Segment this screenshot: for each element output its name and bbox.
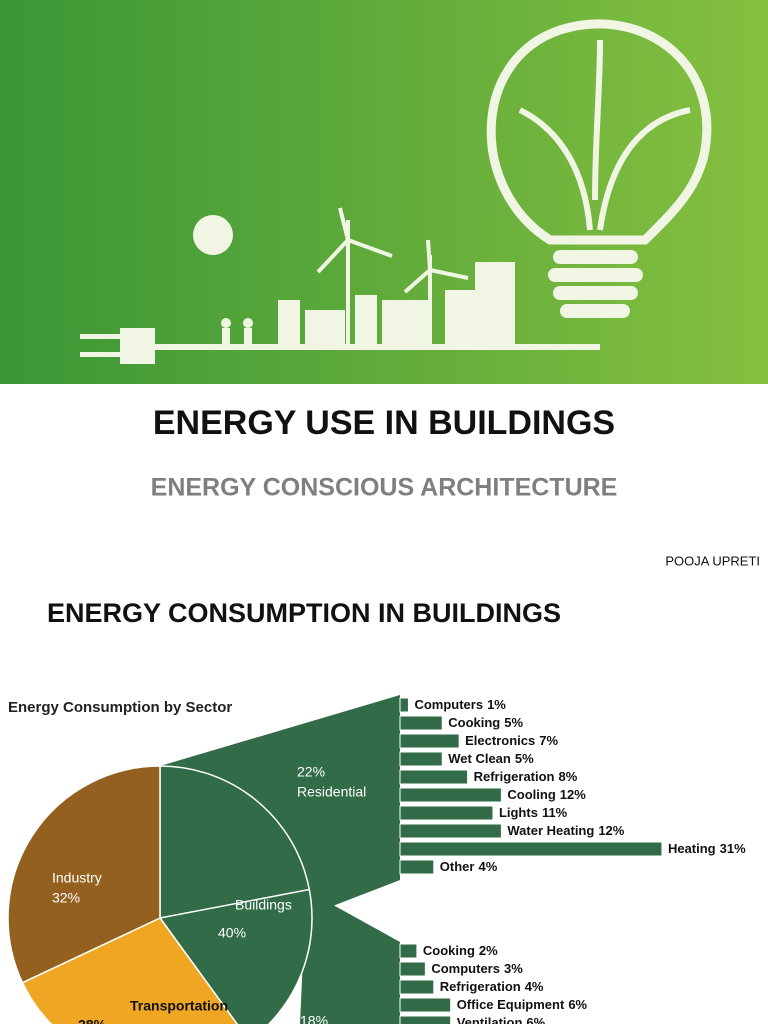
bar-category: Office Equipment [457, 997, 565, 1012]
bar [399, 715, 443, 731]
bar-label: Refrigeration 8% [474, 769, 578, 784]
slice-name: Transportation [130, 998, 228, 1014]
bar [399, 943, 418, 959]
pie-slice [7, 765, 161, 984]
bar-label: Heating 31% [668, 841, 746, 856]
sector-value: 18% [300, 1013, 328, 1024]
bar-category: Ventilation [457, 1015, 523, 1024]
bar-category: Wet Clean [448, 751, 511, 766]
bar-label: Office Equipment 6% [457, 997, 588, 1012]
section-heading: ENERGY CONSUMPTION IN BUILDINGS [47, 598, 561, 628]
bar-value: 12% [598, 823, 624, 838]
bar-value: 11% [542, 805, 568, 820]
bar-label: Refrigeration 4% [440, 979, 544, 994]
bar-value: 5% [504, 715, 523, 730]
bar-label: Ventilation 6% [457, 1015, 546, 1024]
bar-category: Lights [499, 805, 538, 820]
doc-subtitle: ENERGY CONSCIOUS ARCHITECTURE [151, 474, 618, 502]
bar-category: Computers [431, 961, 500, 976]
bar-value: 3% [504, 961, 523, 976]
author: POOJA UPRETI [665, 553, 760, 568]
bar-category: Cooking [423, 943, 475, 958]
bar-category: Refrigeration [474, 769, 555, 784]
slice-value: 28% [78, 1017, 107, 1024]
bar [399, 841, 663, 857]
bar-label: Wet Clean 5% [448, 751, 534, 766]
chart-title: Energy Consumption by Sector [8, 699, 232, 716]
bar-value: 4% [478, 859, 497, 874]
bar-label: Water Heating 12% [507, 823, 624, 838]
bar-label: Cooking 5% [448, 715, 523, 730]
pie-slice [159, 765, 313, 1024]
bar-value: 31% [720, 841, 746, 856]
bar-label: Cooking 2% [423, 943, 498, 958]
bar [399, 787, 502, 803]
bar-value: 8% [559, 769, 578, 784]
bar [399, 997, 452, 1013]
bar-value: 7% [539, 733, 558, 748]
pie-slice [21, 917, 238, 1024]
bar-category: Cooking [448, 715, 500, 730]
bar [399, 979, 435, 995]
slice-name: Buildings [235, 897, 292, 913]
bar [399, 751, 443, 767]
bar [399, 733, 460, 749]
slice-value: 32% [52, 890, 80, 906]
bar-label: Electronics 7% [465, 733, 558, 748]
banner [0, 0, 768, 384]
chart: Buildings 40% Transportation 28% Industry 32%… [7, 697, 746, 1024]
slice-value: 40% [218, 925, 246, 941]
bar [399, 859, 435, 875]
sector-divider [159, 888, 310, 919]
fan [160, 695, 400, 1024]
bar [399, 1015, 452, 1024]
bar-value: 6% [526, 1015, 545, 1024]
bar-category: Water Heating [507, 823, 594, 838]
bar [399, 805, 494, 821]
bar-category: Refrigeration [440, 979, 521, 994]
bar-category: Electronics [465, 733, 535, 748]
bar-value: 1% [487, 697, 506, 712]
bar-category: Cooling [507, 787, 555, 802]
bar-category: Heating [668, 841, 716, 856]
bar-category: Other [440, 859, 475, 874]
bar [399, 769, 469, 785]
bar-label: Lights 11% [499, 805, 568, 820]
bar-value: 2% [479, 943, 498, 958]
bar [399, 823, 502, 839]
bar-value: 4% [525, 979, 544, 994]
bar-value: 5% [515, 751, 534, 766]
bar-value: 12% [560, 787, 586, 802]
sector-value: 22% [297, 764, 325, 780]
bar-label: Other 4% [440, 859, 498, 874]
bar-value: 6% [568, 997, 587, 1012]
slice-name: Industry [52, 870, 102, 886]
bar-label: Cooling 12% [507, 787, 586, 802]
bar-category: Computers [414, 697, 483, 712]
sector-name: Residential [297, 784, 366, 800]
bar [399, 961, 426, 977]
bar-label: Computers 3% [431, 961, 523, 976]
bar [399, 697, 409, 713]
bar-label: Computers 1% [414, 697, 506, 712]
doc-title: ENERGY USE IN BUILDINGS [153, 404, 615, 442]
